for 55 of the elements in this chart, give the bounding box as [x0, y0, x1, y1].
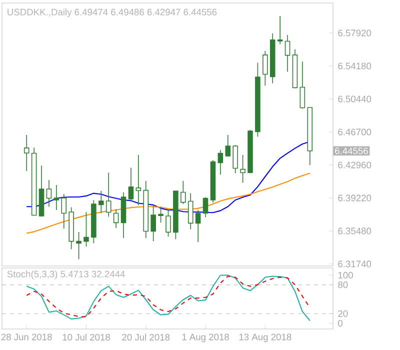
candlestick	[38, 165, 44, 218]
candlestick	[106, 172, 112, 218]
y-tick-label: 6.54180	[338, 62, 372, 70]
candlestick	[136, 154, 142, 206]
y-tick-label: 80	[338, 282, 348, 288]
candlestick	[218, 150, 224, 176]
chart-title: Stoch(5,3,3) 5.4713 32.2444	[7, 270, 125, 280]
x-tick-label: 1 Aug 2018	[182, 334, 229, 342]
candlestick	[120, 192, 126, 238]
candlestick	[210, 160, 216, 204]
candlestick	[195, 210, 201, 242]
candlestick	[91, 200, 96, 244]
candlestick	[68, 206, 74, 250]
candlestick	[248, 130, 253, 174]
x-tick-label: 10 Jul 2018	[62, 334, 110, 341]
y-tick-label: 6.46700	[338, 128, 372, 136]
y-tick-label: 20	[338, 310, 348, 317]
candlestick	[31, 147, 37, 216]
candlestick	[292, 48, 298, 89]
x-tick-label: 20 Jul 2018	[122, 334, 170, 341]
candlestick	[255, 62, 260, 138]
candlestick	[232, 144, 238, 174]
candlestick	[188, 192, 194, 230]
candlestick	[46, 180, 52, 208]
y-tick-label: 6.57920	[338, 30, 372, 36]
candlestick	[173, 190, 178, 240]
candlestick	[270, 32, 276, 84]
candlestick	[262, 50, 268, 86]
candlestick	[202, 196, 208, 218]
candlestick	[277, 16, 283, 45]
text: 6.44556	[335, 148, 368, 154]
y-tick-label: 0	[338, 320, 343, 327]
candlestick	[166, 210, 171, 238]
candlestick	[61, 194, 67, 230]
x-tick-label: 28 Jun 2018	[1, 334, 52, 340]
y-tick-label: 6.39220	[338, 194, 372, 202]
y-tick-label: 6.31740	[338, 260, 372, 268]
candlestick	[54, 184, 60, 210]
candlestick	[128, 167, 134, 202]
y-tick-label: 6.35480	[338, 228, 372, 234]
y-tick-label: 100	[338, 272, 353, 278]
candlestick	[180, 180, 186, 204]
candlestick	[307, 107, 313, 166]
x-tick-label: 13 Aug 2018	[239, 334, 292, 342]
candlestick	[284, 34, 290, 72]
candlestick	[113, 208, 119, 228]
y-tick-label: 6.50440	[338, 96, 372, 102]
candlestick	[143, 180, 149, 238]
candlestick	[150, 206, 156, 242]
candlestick	[98, 190, 104, 214]
candlestick	[225, 134, 231, 158]
candlestick	[24, 134, 30, 172]
y-tick-label: 6.42960	[338, 162, 372, 168]
candlestick	[300, 61, 306, 110]
text: USDDKK.,Daily 6.49474 6.49486 6.42947 6.44556	[8, 8, 217, 18]
